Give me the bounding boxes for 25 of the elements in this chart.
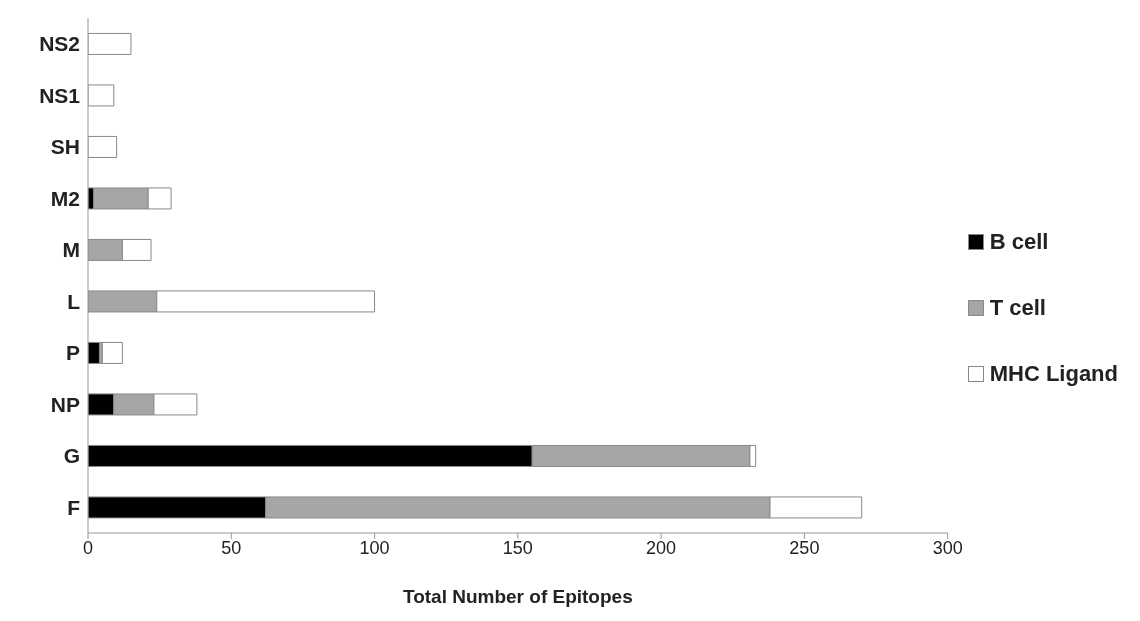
bar: [88, 84, 115, 107]
bar: [101, 341, 123, 364]
y-tick-label: NS1: [39, 83, 81, 107]
legend-label: MHC Ligand: [989, 361, 1118, 387]
y-tick-label: L: [67, 289, 81, 313]
x-axis-title: Total Number of Epitopes: [402, 586, 633, 607]
y-tick-label: G: [63, 444, 80, 468]
x-tick-label: 0: [82, 537, 94, 558]
y-tick-label: NS2: [39, 32, 80, 56]
x-tick-label: 150: [502, 537, 533, 558]
y-tick-label: P: [65, 341, 80, 365]
legend-label: B cell: [989, 229, 1049, 255]
x-tick-label: 50: [221, 537, 242, 558]
y-tick-label: NP: [50, 392, 80, 416]
x-tick-label: 100: [359, 537, 390, 558]
y-tick-label: M: [62, 238, 80, 262]
x-tick-label: 200: [646, 537, 677, 558]
x-tick-label: 250: [789, 537, 820, 558]
x-tick-label: 300: [932, 537, 963, 558]
bar: [88, 135, 118, 158]
bar: [88, 32, 132, 55]
y-tick-label: M2: [50, 186, 80, 210]
y-tick-label: SH: [50, 135, 80, 159]
y-tick-label: F: [67, 495, 81, 519]
legend-label: T cell: [989, 295, 1046, 321]
